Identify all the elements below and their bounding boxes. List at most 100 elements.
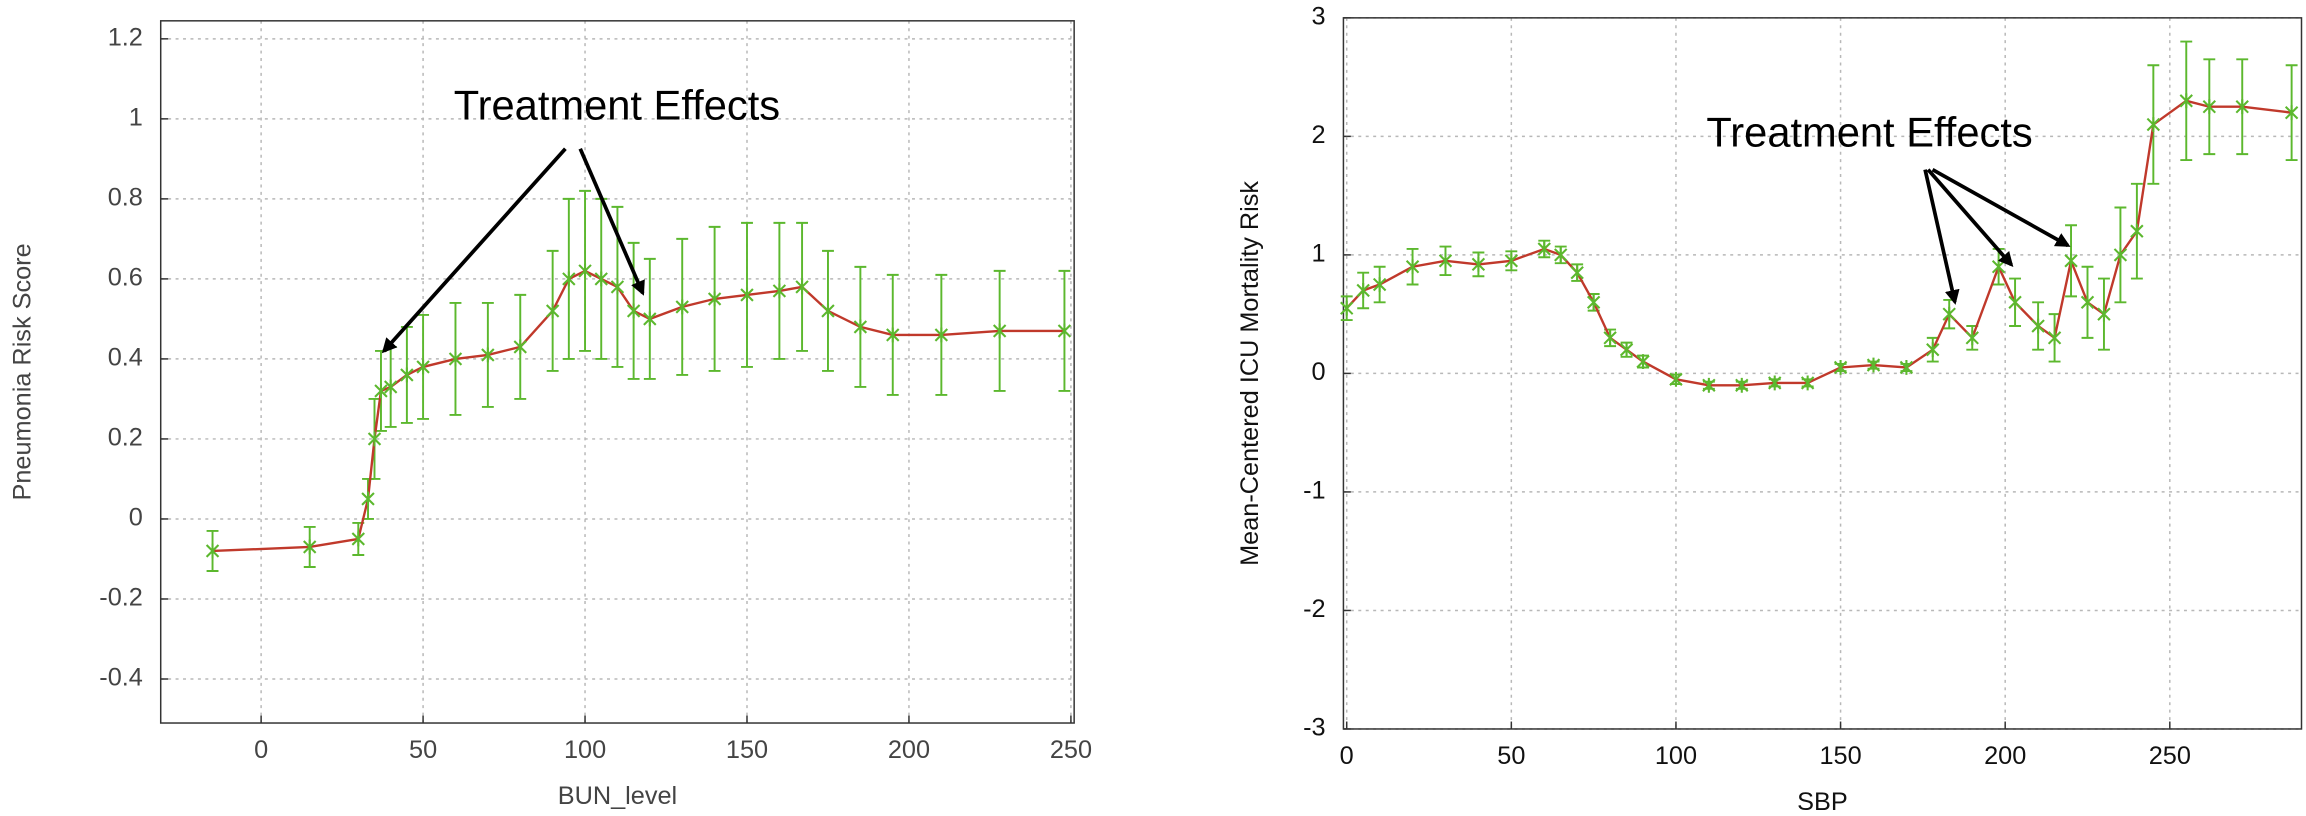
marker	[1768, 375, 1782, 391]
marker	[384, 379, 398, 395]
marker	[740, 287, 754, 303]
y-tick-label: 0	[1312, 358, 1326, 386]
marker	[367, 431, 382, 447]
x-axis-label: BUN_level	[558, 782, 677, 810]
marker	[1504, 253, 1519, 269]
marker	[1340, 300, 1354, 316]
marker	[626, 303, 641, 319]
y-tick-label: -0.2	[99, 584, 143, 612]
marker	[1554, 247, 1568, 263]
chart-left: -0.4 -0.2 0 0.2 0.4 0.6 0.8 1 1.2 0 50 100 150 200 250…	[9, 20, 1092, 810]
y-tick-label: -2	[1303, 595, 1325, 623]
y-tick-label: 0	[129, 504, 143, 532]
marker	[1586, 294, 1601, 310]
arrow	[578, 148, 645, 296]
marker	[1619, 342, 1634, 358]
marker	[448, 351, 463, 367]
y-tick-label: -3	[1303, 714, 1325, 742]
plot: -3 -2 -1 0 1 2 3 0 50 100 150 200 250 SBP Mean-Centere…	[1236, 3, 2303, 816]
marker	[594, 271, 608, 287]
arrow	[1923, 169, 1960, 305]
marker	[610, 279, 625, 295]
marker	[545, 303, 560, 319]
marker	[2047, 330, 2062, 346]
marker	[795, 279, 809, 295]
marker	[205, 543, 220, 559]
plot: -0.4 -0.2 0 0.2 0.4 0.6 0.8 1 1.2 0 50 100 150 200 250…	[9, 20, 1092, 810]
marker	[1438, 253, 1453, 269]
marker	[2031, 318, 2045, 334]
y-tick-label: 0.6	[108, 264, 143, 292]
y-tick-label: -1	[1303, 477, 1325, 505]
y-axis-label: Pneumonia Risk Score	[9, 243, 37, 500]
y-tick-label: -0.4	[99, 664, 143, 692]
y-tick-label: 0.2	[108, 424, 143, 452]
arrow	[381, 147, 567, 354]
x-tick-label: 150	[726, 736, 768, 764]
x-tick-label: 0	[254, 736, 268, 764]
marker	[1669, 371, 1683, 387]
marker	[934, 327, 949, 343]
x-tick-label: 200	[1984, 742, 2026, 770]
marker	[1603, 330, 1617, 346]
arrow	[1926, 168, 2014, 268]
x-axis-label: SBP	[1797, 788, 1848, 816]
marker	[2179, 93, 2193, 109]
x-tick-label: 150	[1819, 742, 1861, 770]
plot-frame	[1342, 17, 2303, 730]
marker	[1471, 256, 1486, 272]
line	[212, 269, 1065, 553]
marker	[1570, 265, 1584, 281]
arrow	[1931, 167, 2071, 248]
y-tick-label: 1	[1312, 240, 1326, 268]
marker	[2130, 223, 2144, 239]
annotation: Treatment Effects	[454, 82, 780, 129]
x-tick-label: 0	[1340, 742, 1354, 770]
marker	[1833, 360, 1848, 375]
marker	[1965, 330, 1979, 346]
marker	[1356, 283, 1370, 298]
marker	[1405, 259, 1420, 275]
marker	[1057, 323, 1072, 339]
marker	[992, 323, 1007, 339]
marker	[2146, 117, 2161, 132]
marker	[1636, 354, 1650, 369]
y-tick-label: 1	[129, 104, 143, 132]
marker	[2064, 253, 2078, 269]
marker	[1899, 360, 1914, 375]
y-tick-label: 3	[1312, 3, 1326, 31]
annotation: Treatment Effects	[1706, 108, 2032, 155]
marker	[2097, 306, 2111, 322]
marker	[772, 283, 787, 299]
marker	[1991, 259, 2006, 275]
marker	[481, 347, 495, 363]
y-tick-label: 0.8	[108, 184, 143, 212]
marker	[303, 539, 317, 555]
marker	[400, 367, 414, 383]
marker	[1702, 377, 1716, 393]
marker	[2008, 294, 2022, 310]
marker	[2235, 99, 2249, 115]
x-tick-label: 100	[1655, 742, 1697, 770]
marker	[513, 339, 527, 355]
marker	[416, 359, 430, 375]
marker	[643, 311, 657, 327]
marker	[707, 291, 722, 307]
marker	[2284, 105, 2299, 121]
x-tick-label: 200	[888, 736, 930, 764]
y-axis-label: Mean-Centered ICU Mortality Risk	[1236, 181, 1264, 566]
marker	[1926, 342, 1940, 358]
x-tick-label: 100	[564, 736, 606, 764]
marker	[374, 383, 388, 399]
chart-right: -3 -2 -1 0 1 2 3 0 50 100 150 200 250 SBP Mean-Centere…	[1236, 3, 2303, 816]
x-tick-label: 50	[1497, 742, 1525, 770]
y-tick-label: 0.4	[108, 344, 143, 372]
marker	[361, 491, 375, 507]
marker	[2202, 99, 2216, 115]
marker	[675, 299, 689, 315]
marker	[1537, 241, 1551, 257]
marker	[1942, 306, 1956, 322]
x-tick-label: 250	[1050, 736, 1092, 764]
y-tick-label: 2	[1312, 121, 1326, 149]
x-tick-label: 250	[2149, 742, 2191, 770]
